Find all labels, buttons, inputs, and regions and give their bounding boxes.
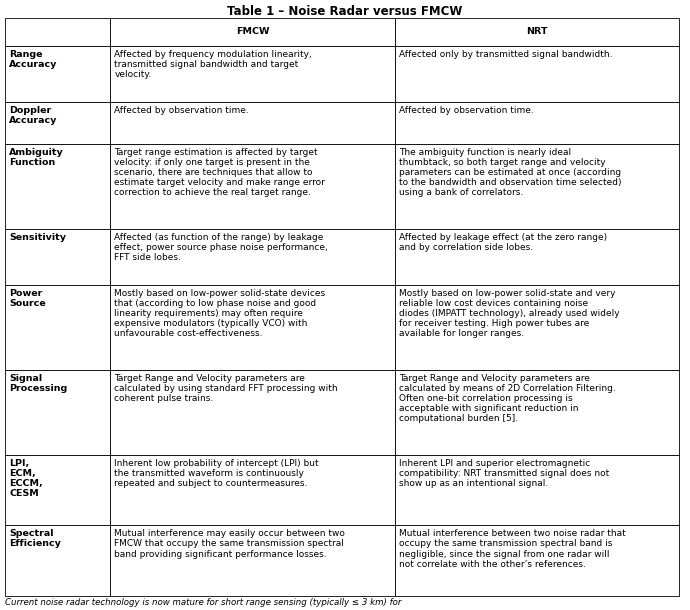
Bar <box>110 18 395 46</box>
Bar <box>5 46 110 102</box>
Text: Inherent LPI and superior electromagnetic
compatibility: NRT transmitted signal : Inherent LPI and superior electromagneti… <box>399 459 609 488</box>
Text: Power
Source: Power Source <box>9 289 46 308</box>
Bar <box>395 455 679 525</box>
Bar <box>395 18 679 46</box>
Text: Target Range and Velocity parameters are
calculated by using standard FFT proces: Target Range and Velocity parameters are… <box>115 374 338 403</box>
Bar <box>5 18 110 46</box>
Text: Range
Accuracy: Range Accuracy <box>9 50 57 69</box>
Text: Inherent low probability of intercept (LPI) but
the transmitted waveform is cont: Inherent low probability of intercept (L… <box>115 459 319 488</box>
Bar <box>110 144 395 229</box>
Text: Sensitivity: Sensitivity <box>9 233 66 242</box>
Bar <box>395 285 679 370</box>
Text: NRT: NRT <box>526 27 547 37</box>
Text: Ambiguity
Function: Ambiguity Function <box>9 148 63 167</box>
Bar <box>5 370 110 455</box>
Text: Target range estimation is affected by target
velocity: if only one target is pr: Target range estimation is affected by t… <box>115 148 325 197</box>
Text: Mutual interference may easily occur between two
FMCW that occupy the same trans: Mutual interference may easily occur bet… <box>115 529 345 559</box>
Bar <box>395 525 679 596</box>
Text: Affected by observation time.: Affected by observation time. <box>115 106 249 115</box>
Text: Signal
Processing: Signal Processing <box>9 374 67 393</box>
Bar <box>110 46 395 102</box>
Text: Mutual interference between two noise radar that
occupy the same transmission sp: Mutual interference between two noise ra… <box>399 529 625 569</box>
Bar <box>110 455 395 525</box>
Text: Current noise radar technology is now mature for short range sensing (typically : Current noise radar technology is now ma… <box>5 598 402 607</box>
Bar <box>395 46 679 102</box>
Bar <box>5 455 110 525</box>
Bar <box>395 144 679 229</box>
Text: Spectral
Efficiency: Spectral Efficiency <box>9 529 61 548</box>
Text: Mostly based on low-power solid-state and very
reliable low cost devices contain: Mostly based on low-power solid-state an… <box>399 289 619 339</box>
Text: Table 1 – Noise Radar versus FMCW: Table 1 – Noise Radar versus FMCW <box>227 5 463 18</box>
Text: FMCW: FMCW <box>236 27 269 37</box>
Text: Affected by observation time.: Affected by observation time. <box>399 106 533 115</box>
Bar <box>395 229 679 285</box>
Bar <box>5 285 110 370</box>
Bar <box>395 102 679 144</box>
Text: Affected by frequency modulation linearity,
transmitted signal bandwidth and tar: Affected by frequency modulation lineari… <box>115 50 312 79</box>
Bar <box>110 229 395 285</box>
Bar <box>5 144 110 229</box>
Bar <box>5 102 110 144</box>
Bar <box>110 285 395 370</box>
Text: Affected only by transmitted signal bandwidth.: Affected only by transmitted signal band… <box>399 50 612 59</box>
Bar <box>110 102 395 144</box>
Bar <box>395 370 679 455</box>
Text: Affected (as function of the range) by leakage
effect, power source phase noise : Affected (as function of the range) by l… <box>115 233 328 262</box>
Text: Target Range and Velocity parameters are
calculated by means of 2D Correlation F: Target Range and Velocity parameters are… <box>399 374 615 423</box>
Text: Doppler
Accuracy: Doppler Accuracy <box>9 106 57 125</box>
Text: Affected by leakage effect (at the zero range)
and by correlation side lobes.: Affected by leakage effect (at the zero … <box>399 233 607 252</box>
Bar <box>5 229 110 285</box>
Text: The ambiguity function is nearly ideal
thumbtack, so both target range and veloc: The ambiguity function is nearly ideal t… <box>399 148 621 197</box>
Bar <box>110 525 395 596</box>
Text: LPI,
ECM,
ECCM,
CESM: LPI, ECM, ECCM, CESM <box>9 459 43 498</box>
Text: Mostly based on low-power solid-state devices
that (according to low phase noise: Mostly based on low-power solid-state de… <box>115 289 326 339</box>
Bar <box>110 370 395 455</box>
Bar <box>5 525 110 596</box>
